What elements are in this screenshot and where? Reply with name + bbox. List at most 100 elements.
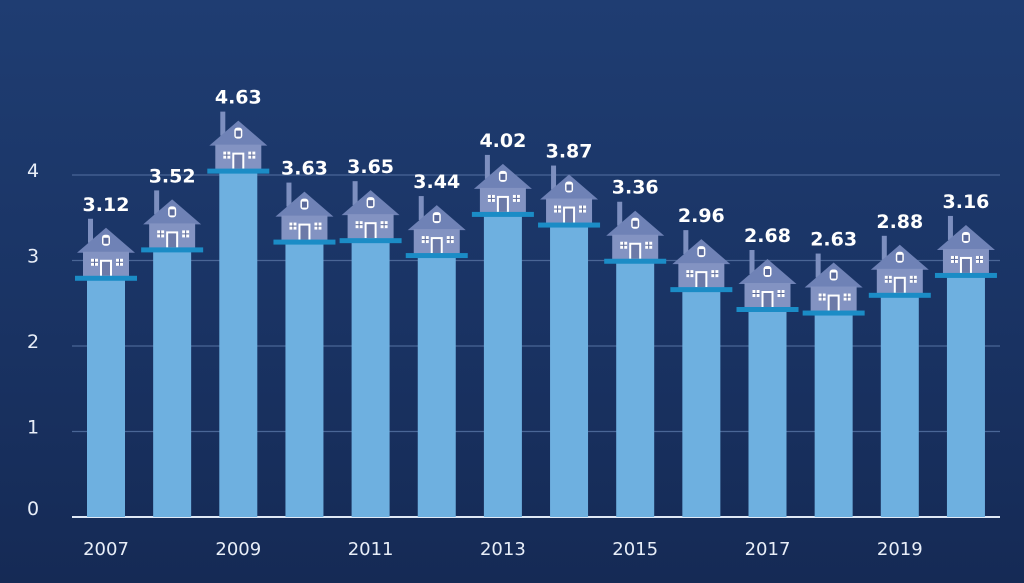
x-tick-label: 2013 (480, 539, 526, 560)
data-label: 2.63 (810, 229, 857, 251)
house-icon (209, 111, 268, 170)
data-label: 2.68 (744, 225, 791, 247)
chimney (88, 218, 93, 243)
y-tick-label: 1 (27, 417, 39, 439)
bar (483, 212, 522, 517)
bar-group (75, 218, 137, 517)
house-icon (143, 190, 202, 249)
chimney (683, 230, 689, 255)
attic-window-pane (897, 254, 903, 261)
bar-group (339, 181, 402, 517)
bar (682, 288, 721, 517)
attic-window-pane (235, 130, 241, 137)
data-label: 2.96 (678, 205, 725, 227)
bar (153, 248, 192, 518)
x-tick-label: 2015 (612, 539, 658, 560)
platform (207, 168, 270, 174)
bar (880, 293, 919, 517)
data-label: 3.44 (413, 171, 460, 193)
platform (273, 239, 336, 245)
platform (405, 253, 468, 259)
bar (417, 254, 456, 517)
house-icon (540, 165, 599, 224)
bar-group (207, 111, 270, 517)
bar-group (471, 154, 534, 517)
data-label: 2.88 (876, 211, 923, 233)
attic-window-pane (368, 200, 374, 207)
door (168, 233, 177, 248)
door (366, 224, 375, 239)
y-tick-label: 4 (27, 160, 39, 182)
attic-window-pane (301, 201, 307, 208)
data-label: 3.63 (281, 158, 328, 180)
bar-group (538, 165, 601, 517)
door (234, 154, 243, 169)
bar (748, 308, 787, 517)
bar-group (802, 253, 865, 517)
bar-group (736, 250, 799, 517)
door (829, 296, 838, 311)
bar-group (868, 235, 931, 517)
house-icon (936, 215, 995, 274)
house-icon (804, 253, 863, 312)
attic-window-pane (698, 249, 704, 256)
platform (802, 310, 865, 316)
data-label: 3.52 (149, 165, 196, 187)
platform (670, 287, 733, 293)
platform (471, 211, 534, 217)
bar (219, 169, 258, 517)
chimney (947, 215, 953, 240)
platform (141, 247, 204, 253)
data-label: 4.63 (215, 87, 262, 109)
bar (616, 259, 655, 517)
chimney (220, 111, 226, 136)
data-label: 4.02 (479, 130, 526, 152)
house-icon (275, 182, 334, 241)
data-label: 3.87 (546, 141, 593, 163)
door (763, 293, 772, 308)
platform (736, 307, 799, 313)
bar-group (670, 230, 733, 517)
bar-group (934, 215, 997, 517)
attic-window-pane (434, 215, 440, 222)
bar (946, 273, 985, 517)
bar-group (405, 196, 468, 517)
chimney (749, 250, 755, 275)
bar-group (141, 190, 204, 518)
house-icon (341, 181, 400, 240)
attic-window-pane (169, 209, 175, 216)
y-tick-label: 0 (27, 498, 39, 520)
house-icon (473, 154, 532, 213)
door (432, 239, 441, 254)
door (697, 273, 706, 288)
attic-window-pane (500, 173, 506, 180)
platform (339, 238, 402, 244)
data-label: 3.65 (347, 156, 394, 178)
chimney (154, 190, 160, 215)
chimney (881, 235, 887, 260)
house-icon (738, 250, 797, 309)
chimney (815, 253, 821, 278)
door (300, 225, 309, 240)
door (961, 258, 970, 273)
bar-group (273, 182, 336, 518)
bar (814, 311, 853, 517)
door (565, 208, 574, 223)
attic-window-pane (566, 184, 572, 191)
data-label: 3.16 (943, 191, 990, 213)
attic-window-pane (632, 220, 638, 227)
bar (285, 240, 324, 518)
bar (87, 276, 125, 517)
chimney (484, 154, 490, 179)
bar (351, 239, 390, 517)
data-label: 3.36 (612, 177, 659, 199)
y-tick-label: 3 (27, 246, 39, 268)
attic-window-pane (831, 272, 837, 279)
chimney (551, 165, 557, 190)
house-icon (77, 218, 135, 277)
y-tick-label: 2 (27, 331, 39, 353)
door (631, 244, 640, 259)
bar (550, 223, 589, 517)
data-label: 3.12 (83, 194, 130, 216)
